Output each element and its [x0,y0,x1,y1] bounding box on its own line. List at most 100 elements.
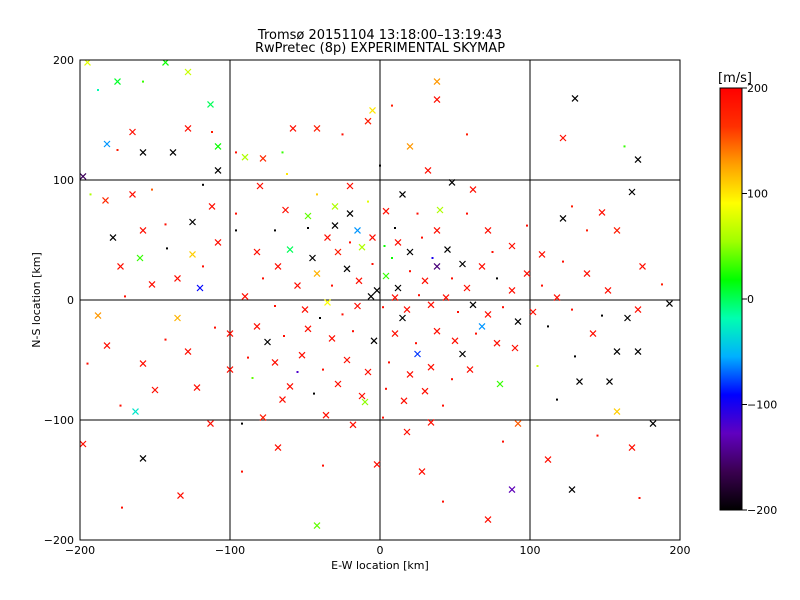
y-tick-label: −100 [44,414,74,427]
data-point [369,234,376,242]
data-point [406,248,414,256]
data-point [355,277,363,285]
data-point [322,464,324,467]
data-point [571,205,573,208]
data-point [399,314,406,322]
data-point [613,226,621,234]
data-point [307,227,309,229]
data-point [241,422,243,425]
x-tick-label: 0 [377,544,384,557]
data-point [264,338,271,346]
data-point [274,229,276,232]
data-point [226,366,234,374]
data-point [313,392,315,395]
data-point [177,492,184,500]
data-point [259,414,267,422]
data-point [576,378,583,386]
data-point [202,265,204,268]
data-point [116,149,119,151]
data-point [459,260,466,268]
data-point [119,404,122,407]
data-point [235,229,237,232]
data-point [136,254,144,262]
data-point [349,241,351,244]
data-point [207,420,214,428]
data-point [466,133,468,136]
data-point [367,200,369,203]
data-point [391,294,399,302]
data-point [241,292,249,300]
data-point [406,142,414,150]
data-point [418,294,420,297]
data-point [322,411,330,419]
data-point [370,337,378,345]
data-point [559,214,567,222]
data-point [117,262,124,270]
data-point [382,272,390,280]
data-point [247,356,249,359]
data-point [373,286,381,294]
data-point [415,342,417,345]
data-point [583,270,591,278]
data-point [214,166,222,174]
data-point [484,310,492,318]
data-point [102,196,109,204]
data-point [493,339,501,347]
data-point [589,330,597,338]
data-point [289,124,297,132]
data-point [414,350,421,358]
data-point [421,236,423,239]
data-point [211,131,213,133]
data-point [463,284,471,292]
data-point [286,382,294,390]
chart-title: Tromsø 20151104 13:18:00–13:19:43 [257,28,502,43]
data-point [281,151,284,154]
data-point [235,212,237,215]
data-point [322,368,324,371]
data-point [262,277,264,280]
data-point [151,386,159,394]
data-point [304,212,312,220]
data-point [319,317,321,319]
data-point [661,283,663,286]
data-point [442,404,444,407]
data-point [427,363,435,371]
data-point [139,360,147,368]
data-point [202,183,204,186]
data-point [371,263,374,265]
data-point [666,300,673,308]
data-point [166,247,168,250]
data-point [298,351,306,359]
data-point [354,302,361,310]
data-point [193,384,201,392]
chart-subtitle: RwPretec (8p) EXPERIMENTAL SKYMAP [255,41,505,56]
data-point [598,208,606,216]
data-point [313,270,321,278]
data-point [282,206,289,214]
data-point [451,378,453,381]
data-point [511,344,519,352]
data-point [121,506,123,509]
data-point [174,274,181,282]
data-point [235,151,237,154]
data-point [132,408,139,416]
data-point [451,277,453,280]
data-point [309,254,316,262]
data-point [536,365,539,367]
data-point [383,245,386,247]
data-point [129,190,136,198]
data-point [409,270,411,273]
data-point [562,260,564,263]
data-point [296,371,299,373]
grid-lines [80,60,680,540]
data-point [628,444,636,452]
data-point [574,355,576,358]
y-tick-label: 200 [53,54,74,67]
data-point [139,226,147,234]
data-point [109,234,117,242]
data-point [484,516,492,524]
data-point [129,128,136,136]
data-point [514,420,522,428]
data-point [403,306,411,314]
data-point [103,342,111,350]
